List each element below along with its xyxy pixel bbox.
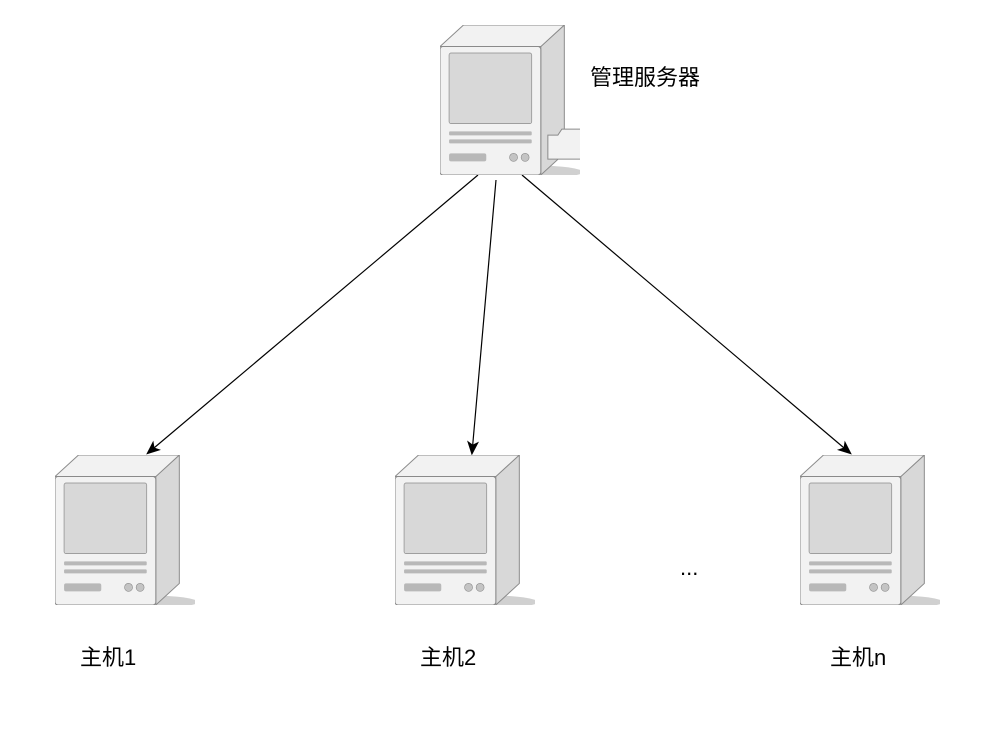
host-n	[800, 455, 940, 605]
ellipsis: ...	[680, 555, 698, 581]
management-server-label: 管理服务器	[590, 60, 700, 92]
host-1-label: 主机1	[80, 640, 136, 672]
management-server	[440, 25, 580, 175]
diagram-canvas: 管理服务器 主机1 主机2 主机n ...	[0, 0, 1000, 733]
host-2-label: 主机2	[420, 640, 476, 672]
host-1	[55, 455, 195, 605]
host-2	[395, 455, 535, 605]
host-n-label: 主机n	[830, 640, 886, 672]
